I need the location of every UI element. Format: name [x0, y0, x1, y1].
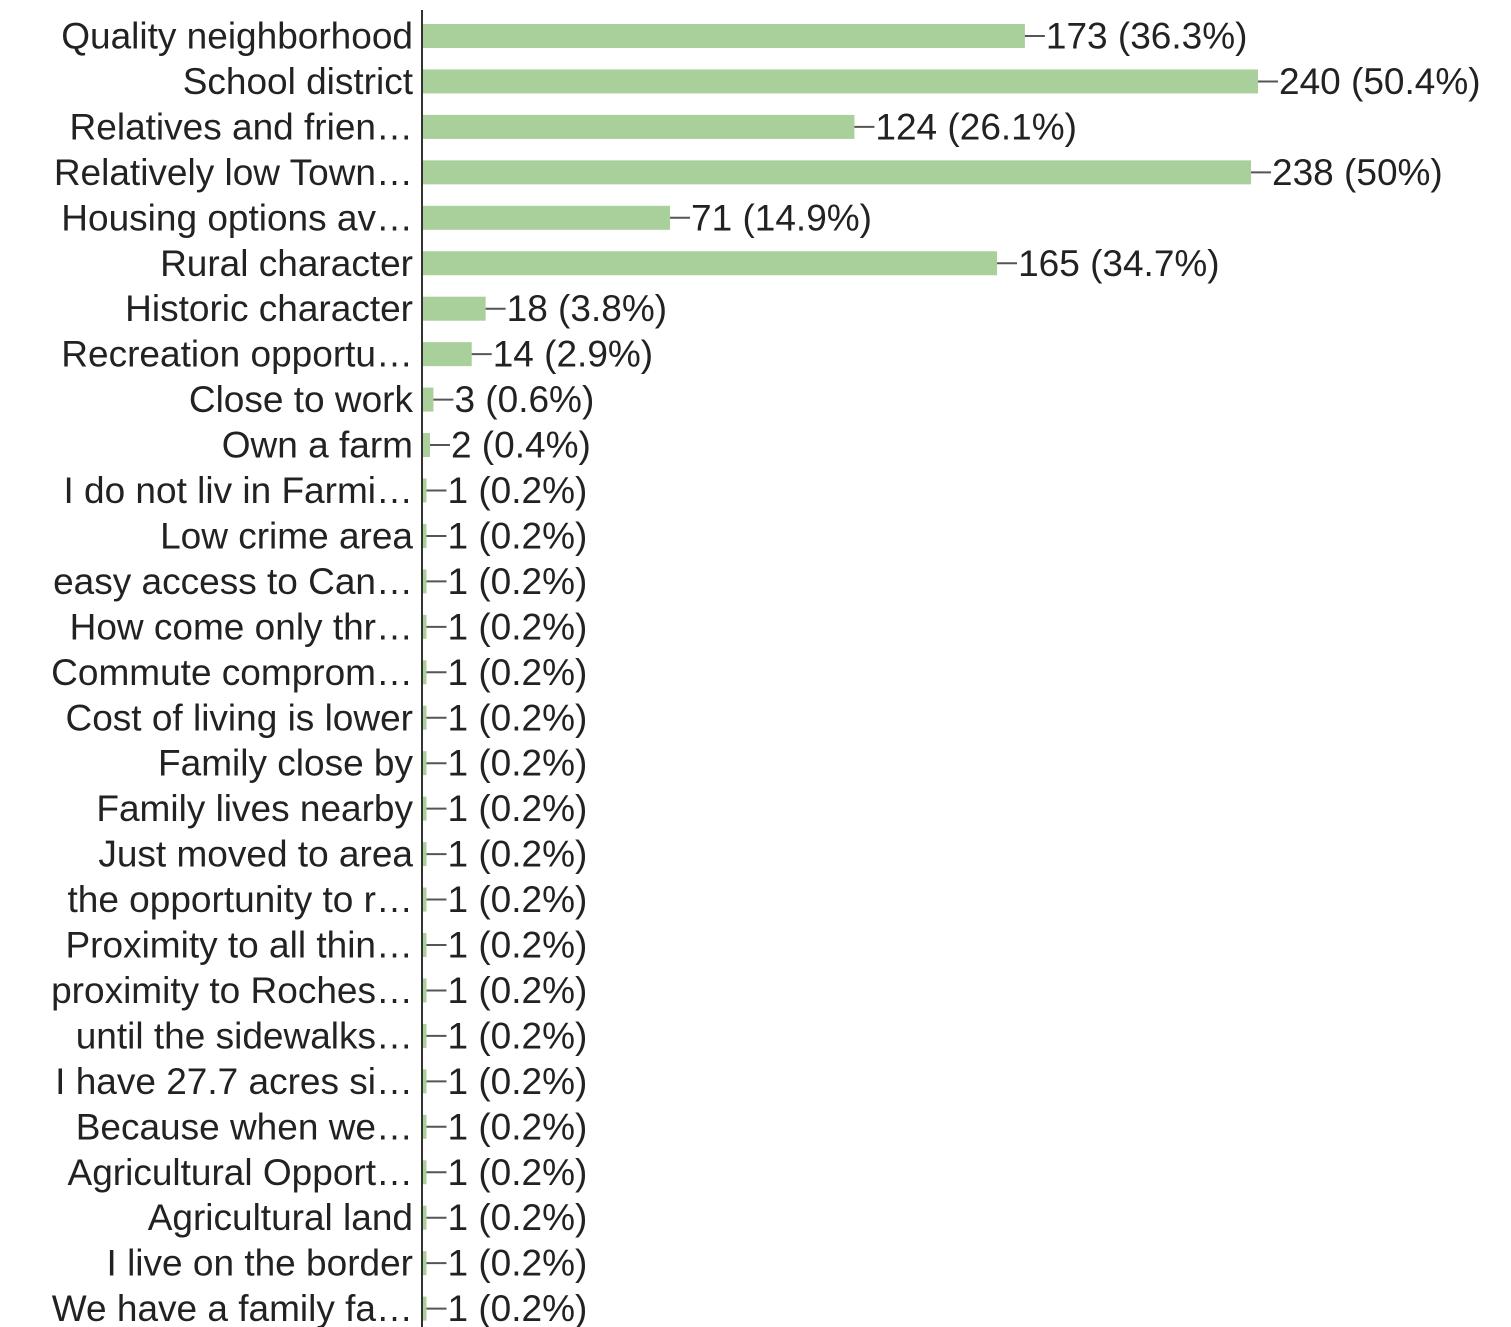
- value-label-3: 238 (50%): [1272, 152, 1443, 193]
- bar-28: [423, 1296, 427, 1321]
- bar-3: [423, 160, 1252, 185]
- category-label-18: Just moved to area: [98, 834, 413, 875]
- value-label-18: 1 (0.2%): [447, 834, 587, 875]
- leaders-layer: [426, 35, 1278, 1310]
- bar-13: [423, 614, 427, 639]
- category-label-4: Housing options av…: [61, 197, 413, 238]
- value-label-6: 18 (3.8%): [507, 288, 667, 329]
- bar-24: [423, 1114, 427, 1139]
- bar-11: [423, 523, 427, 548]
- category-label-22: until the sidewalks…: [76, 1015, 413, 1056]
- value-label-19: 1 (0.2%): [447, 879, 587, 920]
- category-label-9: Own a farm: [222, 425, 413, 466]
- value-label-11: 1 (0.2%): [447, 515, 587, 556]
- category-label-1: School district: [183, 61, 414, 102]
- value-label-14: 1 (0.2%): [447, 652, 587, 693]
- value-label-5: 165 (34.7%): [1018, 243, 1220, 284]
- bar-2: [423, 114, 855, 139]
- category-label-24: Because when we…: [76, 1106, 413, 1147]
- category-label-11: Low crime area: [160, 515, 413, 556]
- bar-26: [423, 1205, 427, 1230]
- value-label-13: 1 (0.2%): [447, 606, 587, 647]
- bar-6: [423, 296, 486, 321]
- category-label-21: proximity to Roches…: [51, 970, 413, 1011]
- category-label-0: Quality neighborhood: [61, 16, 413, 57]
- value-label-7: 14 (2.9%): [493, 334, 653, 375]
- value-labels: 173 (36.3%) 240 (50.4%) 124 (26.1%) 238 (50…: [447, 16, 1480, 1327]
- bar-15: [423, 705, 427, 730]
- bar-20: [423, 933, 427, 957]
- category-label-10: I do not liv in Farmi…: [63, 470, 413, 511]
- category-label-25: Agricultural Opport…: [68, 1152, 413, 1193]
- category-label-28: We have a family fa…: [52, 1288, 413, 1327]
- value-label-20: 1 (0.2%): [447, 925, 587, 966]
- bar-16: [423, 751, 427, 776]
- value-label-1: 240 (50.4%): [1279, 61, 1481, 102]
- bar-1: [423, 69, 1258, 94]
- value-label-21: 1 (0.2%): [447, 970, 587, 1011]
- category-label-14: Commute comprom…: [51, 652, 413, 693]
- bar-21: [423, 978, 427, 1003]
- value-label-17: 1 (0.2%): [447, 788, 587, 829]
- bar-18: [423, 842, 427, 867]
- value-label-9: 2 (0.4%): [451, 425, 591, 466]
- value-label-27: 1 (0.2%): [447, 1243, 587, 1284]
- value-label-16: 1 (0.2%): [447, 743, 587, 784]
- bar-5: [423, 251, 998, 276]
- category-label-17: Family lives nearby: [96, 788, 413, 829]
- bar-9: [423, 433, 430, 458]
- category-label-23: I have 27.7 acres si…: [55, 1061, 413, 1102]
- bar-17: [423, 796, 427, 821]
- category-label-16: Family close by: [158, 743, 413, 784]
- category-label-19: the opportunity to r…: [67, 879, 413, 920]
- value-label-8: 3 (0.6%): [454, 379, 594, 420]
- value-label-10: 1 (0.2%): [447, 470, 587, 511]
- category-label-13: How come only thr…: [70, 606, 413, 647]
- value-label-23: 1 (0.2%): [447, 1061, 587, 1102]
- bar-14: [423, 660, 427, 685]
- category-label-26: Agricultural land: [148, 1197, 413, 1238]
- bar-19: [423, 887, 427, 912]
- value-label-0: 173 (36.3%): [1046, 16, 1248, 57]
- value-label-28: 1 (0.2%): [447, 1288, 587, 1327]
- bar-27: [423, 1251, 427, 1276]
- category-label-12: easy access to Can…: [53, 561, 413, 602]
- category-label-3: Relatively low Town…: [54, 152, 413, 193]
- bar-4: [423, 205, 671, 230]
- category-label-2: Relatives and frien…: [70, 106, 413, 147]
- category-label-6: Historic character: [125, 288, 413, 329]
- value-label-26: 1 (0.2%): [447, 1197, 587, 1238]
- bar-22: [423, 1023, 427, 1048]
- bar-7: [423, 342, 472, 367]
- value-label-15: 1 (0.2%): [447, 697, 587, 738]
- category-label-5: Rural character: [160, 243, 413, 284]
- category-label-20: Proximity to all thin…: [66, 925, 414, 966]
- bar-10: [423, 478, 427, 503]
- value-label-4: 71 (14.9%): [691, 197, 872, 238]
- bar-25: [423, 1160, 427, 1185]
- bar-23: [423, 1069, 427, 1094]
- value-label-25: 1 (0.2%): [447, 1152, 587, 1193]
- bar-12: [423, 569, 427, 594]
- bars-layer: [423, 24, 1258, 1321]
- value-label-22: 1 (0.2%): [447, 1015, 587, 1056]
- category-label-8: Close to work: [189, 379, 414, 420]
- category-label-27: I live on the border: [107, 1243, 413, 1284]
- bar-8: [423, 387, 434, 412]
- value-label-12: 1 (0.2%): [447, 561, 587, 602]
- bar-0: [423, 24, 1025, 48]
- value-label-24: 1 (0.2%): [447, 1106, 587, 1147]
- value-label-2: 124 (26.1%): [875, 106, 1077, 147]
- category-label-7: Recreation opportu…: [61, 334, 413, 375]
- category-label-15: Cost of living is lower: [65, 697, 413, 738]
